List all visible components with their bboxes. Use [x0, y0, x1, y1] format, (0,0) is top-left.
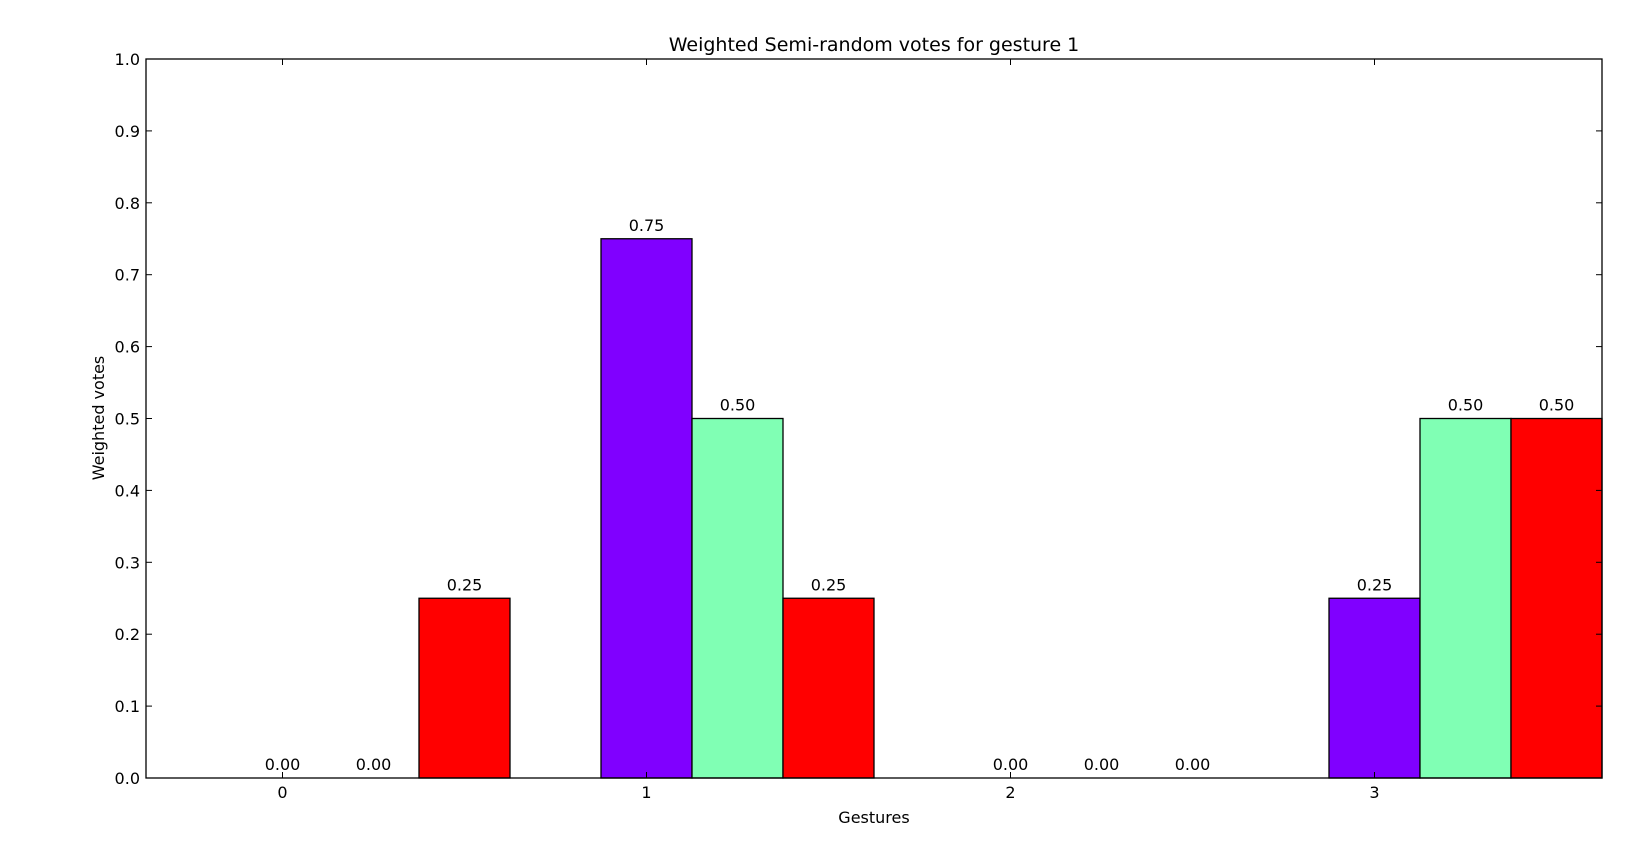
data-labels-group: 0.00 0.75 0.00 0.25 0.00 0.50 0.00 0.50 0.25 0.25… [265, 216, 1575, 774]
plot-frame [145, 58, 1603, 779]
bar-series-1-category-3 [1419, 417, 1512, 779]
bar-value-label: 0.25 [447, 575, 483, 594]
bar-value-label: 0.25 [811, 575, 847, 594]
bar-series-2-category-0 [418, 597, 511, 779]
bar-value-label: 0.00 [1175, 755, 1211, 774]
y-tick-label: 0.9 [115, 122, 140, 141]
y-tick-label: 1.0 [115, 50, 140, 69]
bar-value-label: 0.00 [265, 755, 301, 774]
y-tick-label: 0.0 [115, 769, 140, 788]
x-tick-label: 1 [641, 783, 651, 802]
ticks-group: 0.0 0.1 0.2 0.3 0.4 0.5 0.6 0.7 0.8 0.9 1.0 0 1 2 3 [115, 50, 1602, 802]
y-tick-label: 0.8 [115, 194, 140, 213]
bar-series-0-category-1 [600, 238, 693, 779]
bar-value-label: 0.75 [629, 216, 665, 235]
x-tick-label: 0 [277, 783, 287, 802]
y-axis-title: Weighted votes [89, 356, 108, 481]
x-axis-title: Gestures [838, 808, 909, 827]
y-tick-label: 0.4 [115, 481, 140, 500]
chart-title: Weighted Semi-random votes for gesture 1 [669, 34, 1080, 56]
bars-group [418, 238, 1603, 779]
bar-series-1-category-1 [691, 417, 784, 779]
bar-value-label: 0.00 [993, 755, 1029, 774]
bar-series-2-category-3 [1510, 417, 1603, 779]
bar-value-label: 0.50 [720, 396, 756, 415]
bar-value-label: 0.25 [1357, 575, 1393, 594]
bar-value-label: 0.50 [1539, 396, 1575, 415]
y-tick-label: 0.5 [115, 410, 140, 429]
x-tick-label: 3 [1369, 783, 1379, 802]
bar-value-label: 0.50 [1448, 396, 1484, 415]
y-tick-label: 0.6 [115, 338, 140, 357]
y-tick-label: 0.2 [115, 625, 140, 644]
x-tick-label: 2 [1005, 783, 1015, 802]
bar-series-0-category-3 [1328, 597, 1421, 779]
y-tick-label: 0.1 [115, 697, 140, 716]
bar-value-label: 0.00 [1084, 755, 1120, 774]
y-tick-label: 0.3 [115, 553, 140, 572]
bar-value-label: 0.00 [356, 755, 392, 774]
bar-series-2-category-1 [782, 597, 875, 779]
y-tick-label: 0.7 [115, 266, 140, 285]
